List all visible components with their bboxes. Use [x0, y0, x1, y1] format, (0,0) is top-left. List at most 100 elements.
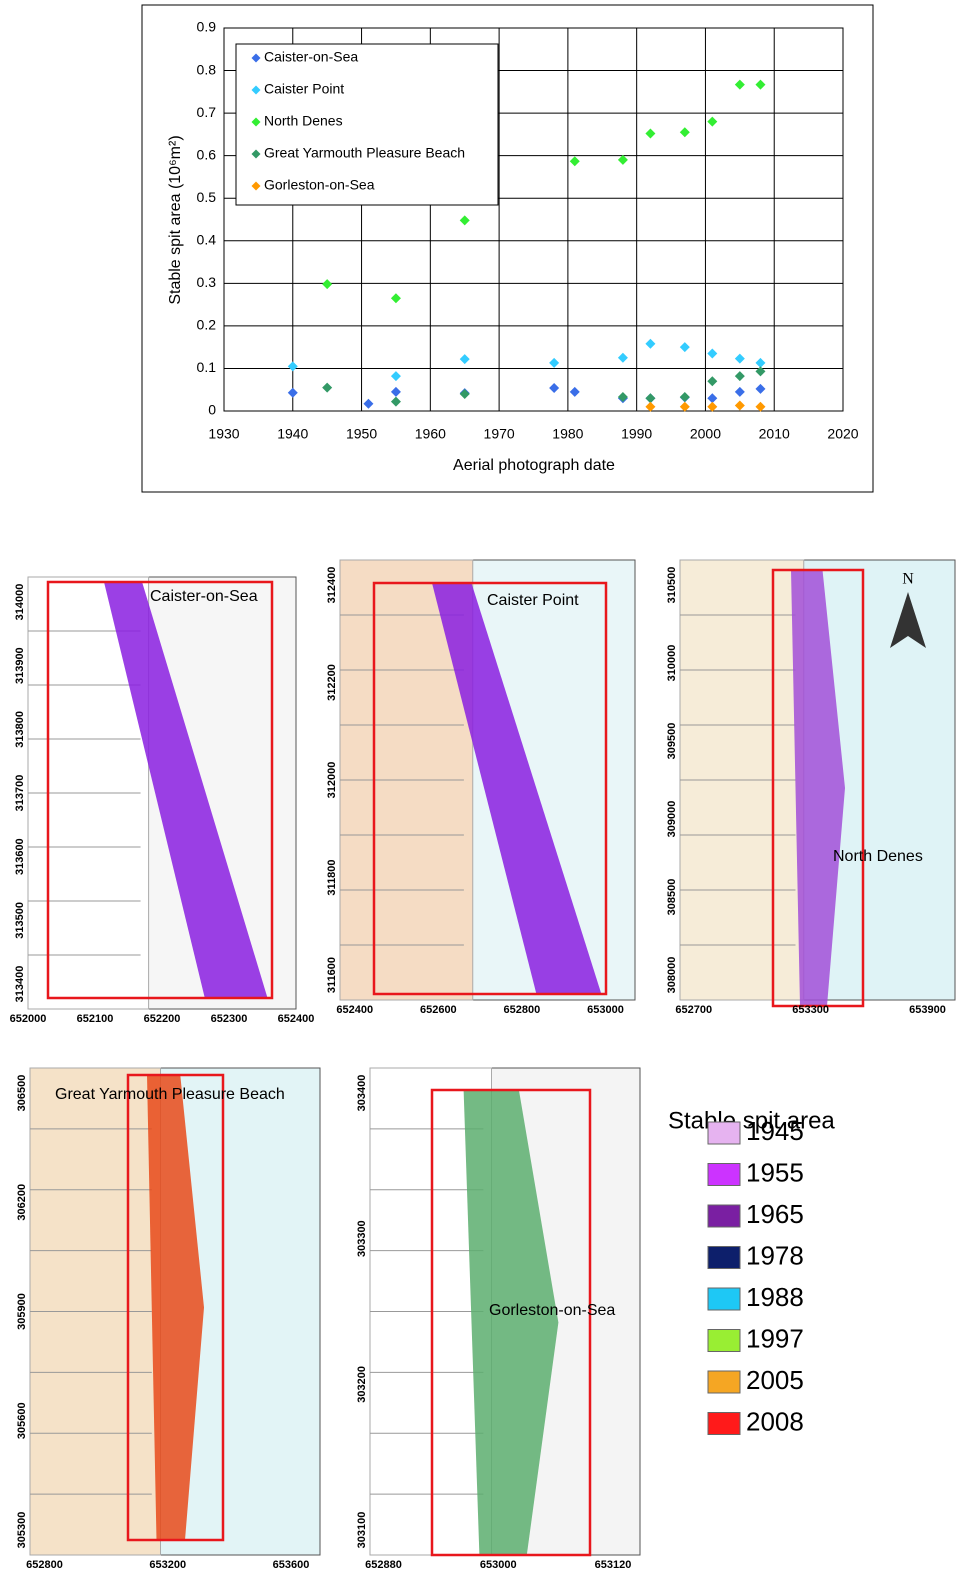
map-legend-label: 2008: [746, 1406, 804, 1436]
y-tick-label: 0: [208, 402, 216, 418]
map-y-label: 313600: [14, 838, 26, 875]
x-tick-label: 1990: [621, 426, 652, 442]
x-tick-label: 1980: [552, 426, 583, 442]
page: {"chart_data": {"type": "scatter", "x_la…: [0, 0, 964, 1580]
x-tick-label: 2000: [690, 426, 721, 442]
map-x-label: 652400: [278, 1013, 315, 1025]
legend-label: Caister-on-Sea: [264, 49, 358, 65]
map-legend-label: 1965: [746, 1199, 804, 1229]
map-label: Caister Point: [487, 592, 579, 609]
y-tick-label: 0.2: [197, 317, 217, 333]
map-legend-label: 2005: [746, 1365, 804, 1395]
map-y-label: 310000: [666, 645, 678, 682]
x-tick-label: 1930: [208, 426, 239, 442]
map-y-label: 312400: [326, 567, 338, 604]
x-tick-label: 1940: [277, 426, 308, 442]
x-tick-label: 2020: [827, 426, 858, 442]
map-y-label: 313800: [14, 711, 26, 748]
map-y-label: 306200: [16, 1184, 28, 1221]
map-x-label: 652100: [77, 1013, 114, 1025]
map-legend-swatch: [708, 1205, 740, 1227]
x-axis-label: Aerial photograph date: [453, 457, 615, 474]
map-legend-swatch: [708, 1371, 740, 1393]
map-y-label: 311600: [326, 957, 338, 993]
map-y-label: 313700: [14, 775, 26, 812]
map-legend-label: 1978: [746, 1240, 804, 1270]
map-y-label: 312000: [326, 762, 338, 799]
map-legend-label: 1945: [746, 1116, 804, 1146]
map-x-label: 653600: [273, 1559, 310, 1571]
map-y-label: 308500: [666, 879, 678, 916]
map-label: Gorleston-on-Sea: [489, 1302, 615, 1319]
map-x-label: 653900: [909, 1004, 946, 1016]
x-tick-label: 1970: [484, 426, 515, 442]
y-tick-label: 0.1: [197, 359, 217, 375]
map-x-label: 653200: [149, 1559, 186, 1571]
x-tick-label: 1950: [346, 426, 377, 442]
map-label: North Denes: [833, 848, 923, 865]
map-panel: Gorleston-on-Sea 652880 653000 653120 303400…: [356, 1068, 640, 1571]
map-x-label: 652000: [10, 1013, 47, 1025]
map-y-label: 313500: [14, 902, 26, 939]
y-tick-label: 0.9: [197, 19, 217, 35]
map-legend-swatch: [708, 1330, 740, 1352]
map-legend-label: 1988: [746, 1282, 804, 1312]
legend-label: Caister Point: [264, 81, 344, 97]
map-y-label: 314000: [14, 584, 26, 621]
map-label: Caister-on-Sea: [150, 588, 258, 605]
map-y-label: 309000: [666, 801, 678, 838]
map-panel: Caister Point 652400 652600 652800 653000 312…: [326, 560, 635, 1016]
north-arrow-label: N: [902, 571, 914, 588]
map-x-label: 652400: [336, 1004, 373, 1016]
figure: Aerial photograph date Stable spit area …: [0, 0, 964, 1580]
map-x-label: 652600: [420, 1004, 457, 1016]
map-y-label: 311800: [326, 859, 338, 895]
map-y-label: 305600: [16, 1402, 28, 1439]
map-legend-label: 1955: [746, 1157, 804, 1187]
map-y-label: 309500: [666, 723, 678, 760]
map-legend-swatch: [708, 1122, 740, 1144]
map-x-label: 652880: [365, 1559, 402, 1571]
map-legend-swatch: [708, 1247, 740, 1269]
map-label: Great Yarmouth Pleasure Beach: [55, 1086, 285, 1103]
map-legend-swatch: [708, 1164, 740, 1186]
map-y-label: 303100: [356, 1512, 368, 1549]
map-legend-label: 1997: [746, 1323, 804, 1353]
map-y-label: 303300: [356, 1220, 368, 1257]
map-y-label: 305900: [16, 1293, 28, 1330]
map-x-label: 652800: [26, 1559, 63, 1571]
y-tick-label: 0.8: [197, 61, 217, 77]
map-x-label: 652800: [504, 1004, 541, 1016]
legend-label: Great Yarmouth Pleasure Beach: [264, 145, 465, 161]
map-x-label: 653000: [480, 1559, 517, 1571]
y-tick-label: 0.4: [197, 231, 217, 247]
map-x-label: 652200: [144, 1013, 181, 1025]
map-x-label: 653300: [792, 1004, 829, 1016]
legend-label: North Denes: [264, 113, 343, 129]
map-x-label: 653120: [595, 1559, 632, 1571]
y-axis-label: Stable spit area (10⁶m²): [167, 135, 184, 304]
map-y-label: 303200: [356, 1366, 368, 1403]
y-tick-label: 0.5: [197, 189, 217, 205]
map-y-label: 305300: [16, 1512, 28, 1549]
map-y-label: 310500: [666, 567, 678, 604]
x-tick-label: 2010: [759, 426, 790, 442]
map-y-label: 313400: [14, 966, 26, 1003]
map-legend-swatch: [708, 1288, 740, 1310]
map-panel: Great Yarmouth Pleasure Beach 652800 65320…: [16, 1068, 320, 1571]
map-x-label: 653000: [587, 1004, 624, 1016]
map-panel: Caister-on-Sea 652000 652100 652200 652300 65…: [10, 577, 315, 1025]
map-y-label: 313900: [14, 647, 26, 684]
y-tick-label: 0.6: [197, 146, 217, 162]
map-y-label: 303400: [356, 1075, 368, 1112]
map-x-label: 652300: [211, 1013, 248, 1025]
map-legend-swatch: [708, 1413, 740, 1435]
map-y-label: 306500: [16, 1075, 28, 1112]
map-y-label: 308000: [666, 957, 678, 994]
legend-label: Gorleston-on-Sea: [264, 177, 375, 193]
x-tick-label: 1960: [415, 426, 446, 442]
map-y-label: 312200: [326, 664, 338, 701]
y-tick-label: 0.7: [197, 104, 217, 120]
y-tick-label: 0.3: [197, 274, 217, 290]
map-x-label: 652700: [675, 1004, 712, 1016]
